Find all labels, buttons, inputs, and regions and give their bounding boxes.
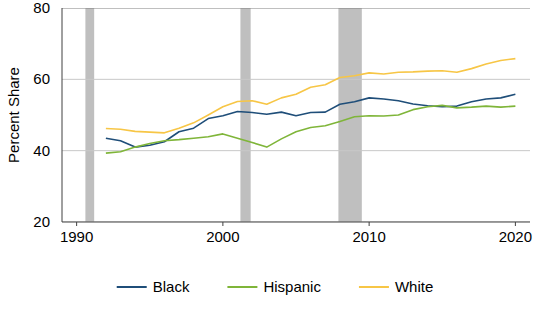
shaded-range	[85, 8, 94, 222]
legend-swatch	[227, 286, 257, 288]
x-tick-label: 1990	[60, 228, 93, 245]
x-tick-label: 2010	[352, 228, 385, 245]
y-axis-label: Percent Share	[5, 67, 22, 163]
plot-area	[62, 8, 530, 222]
series-line	[106, 59, 516, 133]
grid-line	[62, 8, 530, 9]
y-tick-label: 60	[33, 70, 50, 87]
y-axis-line	[62, 8, 63, 222]
legend-swatch	[359, 286, 389, 288]
x-tick	[76, 222, 77, 226]
legend-label: Hispanic	[263, 278, 321, 295]
legend-swatch	[117, 286, 147, 288]
x-axis-line	[62, 222, 530, 223]
series-line	[106, 105, 516, 153]
legend-label: Black	[153, 278, 190, 295]
chart: 20 40 60 80 1990 2000 2010 2020 Percent Share Bla…	[0, 0, 550, 309]
y-tick-label: 80	[33, 0, 50, 16]
grid-line	[62, 150, 530, 151]
y-tick-label: 40	[33, 142, 50, 159]
shaded-range	[338, 8, 361, 222]
grid-line	[62, 79, 530, 80]
x-tick	[515, 222, 516, 226]
x-tick	[222, 222, 223, 226]
grid-line	[62, 222, 530, 223]
shaded-range	[240, 8, 250, 222]
x-tick	[369, 222, 370, 226]
y-tick-label: 20	[33, 213, 50, 230]
legend: Black Hispanic White	[117, 278, 434, 295]
x-tick-label: 2020	[499, 228, 532, 245]
legend-label: White	[395, 278, 433, 295]
x-tick-label: 2000	[206, 228, 239, 245]
series-line	[106, 94, 516, 147]
